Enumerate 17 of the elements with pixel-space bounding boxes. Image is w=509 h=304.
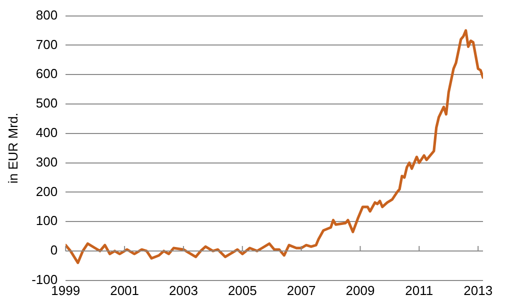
x-tick-label: 2007: [286, 282, 316, 298]
y-tick-label: 100: [36, 213, 58, 228]
x-tick-label: 2001: [110, 282, 140, 298]
y-tick-label: 500: [36, 96, 58, 111]
y-tick-label: 400: [36, 124, 58, 140]
y-tick-label: 700: [36, 36, 58, 52]
x-tick-label: 2009: [346, 282, 375, 298]
x-tick-label: 2011: [405, 282, 434, 298]
y-axis-title: in EUR Mrd.: [5, 112, 20, 184]
y-tick-label: 300: [36, 154, 58, 170]
y-tick-label: 800: [36, 7, 58, 22]
y-tick-label: 600: [36, 66, 58, 82]
x-tick-label: 2013: [464, 282, 493, 298]
x-tick-label: 2005: [228, 282, 257, 298]
x-tick-label: 2003: [169, 282, 198, 298]
y-tick-label: 200: [36, 184, 58, 199]
y-tick-label: 0: [50, 242, 58, 258]
